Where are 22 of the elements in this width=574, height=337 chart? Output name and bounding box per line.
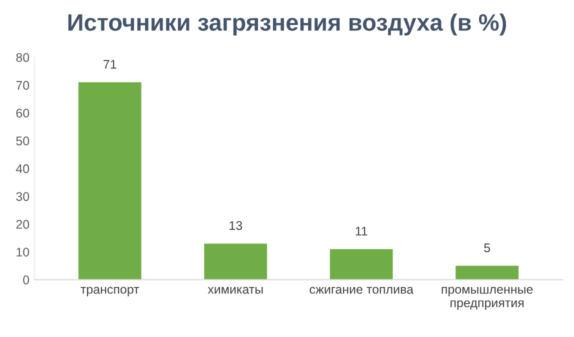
data-label: 5 <box>484 244 490 252</box>
bar <box>330 249 393 280</box>
data-label: 71 <box>104 60 116 69</box>
bar <box>456 266 519 280</box>
x-tick-label: химикаты <box>208 286 263 294</box>
y-tick-label: 20 <box>16 220 30 229</box>
bar <box>204 244 268 280</box>
bar <box>78 82 142 280</box>
y-tick-label: 0 <box>23 276 30 284</box>
x-tick-label: транспорт <box>80 286 140 296</box>
y-tick-label: 70 <box>16 80 30 90</box>
y-tick-label: 30 <box>16 192 30 201</box>
y-tick-label: 60 <box>16 108 30 118</box>
y-tick-label: 10 <box>16 248 30 257</box>
y-tick-label: 80 <box>16 53 30 62</box>
y-tick-label: 50 <box>16 136 30 146</box>
x-tick-label: промышленные предприятия <box>442 286 533 310</box>
x-tick-label: сжигание топлива <box>310 286 414 294</box>
y-tick-label: 40 <box>16 164 30 174</box>
data-label: 13 <box>230 221 242 230</box>
data-label: 11 <box>356 226 368 236</box>
chart-title: Источники загрязнения воздуха (в %) <box>68 13 506 36</box>
